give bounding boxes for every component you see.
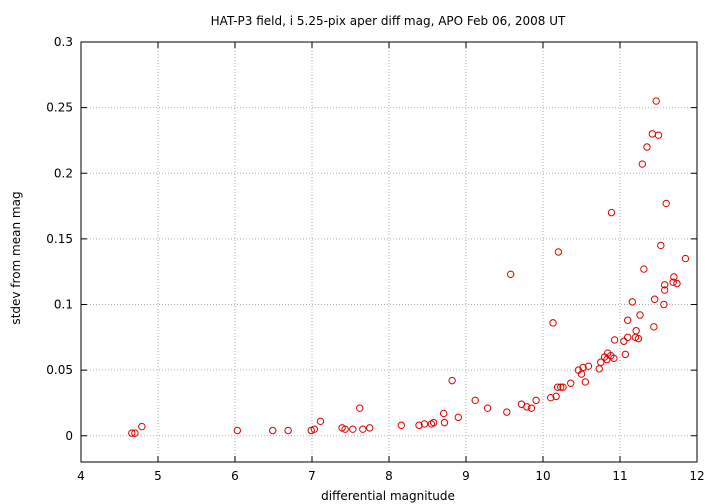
data-point (439, 409, 448, 418)
data-point (532, 396, 540, 405)
data-point (660, 286, 669, 294)
data-point (397, 421, 406, 429)
data-point (640, 265, 648, 273)
data-point (579, 363, 587, 372)
plot-frame (80, 41, 698, 463)
data-point (673, 279, 681, 288)
data-point (349, 425, 357, 433)
y-tick-label: 0.25 (46, 101, 73, 115)
data-point (559, 383, 567, 391)
x-tick-label: 9 (462, 469, 470, 483)
data-point (547, 393, 555, 402)
data-point (610, 354, 618, 363)
data-point (662, 199, 670, 208)
data-point (652, 97, 660, 105)
data-point (366, 424, 374, 432)
data-point (638, 160, 647, 168)
x-tick-label: 10 (535, 469, 550, 483)
data-point (621, 350, 630, 359)
y-tick-label: 0.15 (46, 232, 73, 246)
data-point (284, 426, 292, 435)
data-point (632, 327, 640, 335)
x-tick-label: 8 (385, 469, 393, 483)
data-point (648, 130, 657, 138)
x-tick-label: 11 (612, 469, 627, 483)
data-point (131, 429, 139, 437)
data-point (341, 425, 349, 433)
data-point (654, 131, 663, 139)
y-tick-label: 0.3 (54, 35, 73, 49)
data-point (448, 376, 456, 385)
y-tick-label: 0 (65, 429, 73, 443)
data-point (670, 273, 678, 281)
data-point (527, 404, 536, 412)
data-point (506, 270, 515, 279)
data-point (523, 403, 531, 411)
x-tick-label: 7 (308, 469, 316, 483)
data-point (440, 418, 449, 427)
x-tick-label: 4 (77, 469, 85, 483)
data-point (503, 408, 511, 416)
data-point (650, 323, 658, 331)
data-point (620, 337, 628, 345)
data-point (359, 425, 367, 433)
y-tick-label: 0.1 (54, 298, 73, 312)
data-point (643, 143, 651, 151)
data-point (595, 365, 603, 373)
x-tick-label: 6 (231, 469, 239, 483)
data-point (628, 298, 637, 306)
data-points (128, 97, 690, 437)
data-point (624, 316, 632, 324)
data-point (415, 421, 423, 429)
chart-title: HAT-P3 field, i 5.25-pix aper diff mag, … (211, 14, 566, 28)
x-tick-label: 12 (689, 469, 704, 483)
tick-labels: 4 5 6 7 8 9 10 11 12 0 0.05 0.1 0.15 0.2 0.25 0.3 (46, 35, 704, 483)
data-point (138, 422, 146, 431)
data-point (316, 417, 325, 426)
x-tick-label: 5 (154, 469, 162, 483)
data-point (553, 383, 562, 391)
data-point (310, 425, 319, 433)
data-point (610, 336, 619, 344)
data-point (420, 420, 429, 428)
data-point (624, 333, 632, 342)
data-point (634, 334, 643, 343)
y-tick-label: 0.05 (46, 363, 73, 377)
data-point (454, 413, 462, 422)
data-point (554, 248, 563, 256)
data-point (597, 358, 605, 366)
data-point (567, 379, 575, 387)
data-point (429, 418, 438, 427)
data-point (356, 404, 364, 412)
data-point (584, 362, 593, 370)
data-point (552, 392, 560, 401)
x-axis-title: differential magnitude (321, 489, 455, 503)
data-point (233, 426, 242, 435)
data-point (650, 295, 659, 303)
data-point (636, 311, 644, 319)
data-point (128, 429, 136, 437)
y-axis-title: stdev from mean mag (9, 191, 23, 324)
data-point (669, 278, 677, 286)
grid-lines (81, 42, 697, 462)
data-point (681, 254, 690, 263)
data-point (483, 404, 492, 412)
data-point (657, 241, 665, 250)
data-point (581, 378, 590, 386)
data-point (660, 300, 668, 309)
data-point (471, 396, 479, 405)
data-point (549, 319, 557, 327)
data-point (607, 208, 616, 217)
data-point (269, 426, 277, 435)
y-tick-label: 0.2 (54, 166, 73, 180)
data-point (557, 383, 565, 391)
data-point (660, 281, 669, 289)
